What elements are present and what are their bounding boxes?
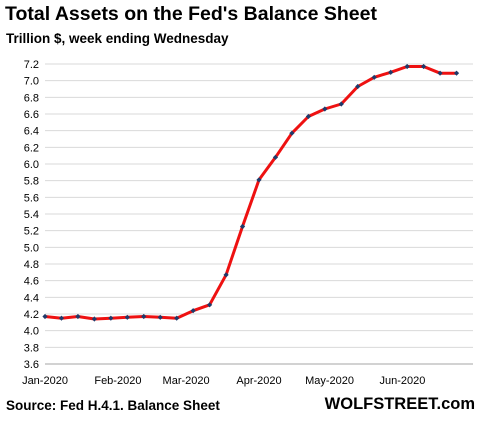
chart-title: Total Assets on the Fed's Balance Sheet	[5, 3, 377, 25]
y-tick-label: 4.2	[24, 309, 39, 321]
y-tick-label: 5.0	[24, 242, 39, 254]
y-tick-label: 4.0	[24, 326, 39, 338]
y-axis-ticks: 3.6 3.8 4.0 4.2 4.4 4.6 4.8 5.0 5.2 5.4 5.6 5.8 6.0 6…	[24, 59, 39, 371]
y-tick-label: 5.2	[24, 226, 39, 238]
data-point	[141, 313, 147, 320]
series-line	[44, 65, 457, 321]
y-tick-label: 6.4	[24, 126, 39, 138]
y-tick-label: 7.0	[24, 76, 39, 88]
x-tick-label: May-2020	[305, 375, 354, 387]
data-point	[371, 74, 377, 80]
data-point	[355, 83, 361, 90]
y-tick-label: 4.8	[24, 259, 39, 271]
data-point	[58, 315, 65, 321]
y-tick-label: 6.0	[24, 159, 39, 171]
data-point	[239, 223, 246, 230]
data-point	[437, 70, 443, 76]
data-point	[322, 106, 328, 112]
x-tick-label: Jan-2020	[22, 375, 68, 387]
y-tick-label: 4.4	[24, 292, 39, 304]
data-point	[453, 70, 460, 76]
data-point	[338, 101, 344, 107]
y-tick-label: 5.6	[24, 192, 39, 204]
y-tick-label: 6.2	[24, 142, 39, 154]
data-point	[421, 63, 427, 70]
data-point	[272, 154, 279, 160]
brand-logo: WOLFSTREET.com	[324, 395, 475, 413]
data-point	[42, 313, 48, 320]
x-axis-ticks: Jan-2020 Feb-2020 Mar-2020 Apr-2020 May-2020…	[22, 375, 425, 387]
x-tick-label: Feb-2020	[94, 375, 141, 387]
x-tick-label: Apr-2020	[236, 375, 281, 387]
x-tick-label: Jun-2020	[380, 375, 426, 387]
y-tick-label: 6.6	[24, 109, 39, 121]
data-point	[289, 130, 295, 136]
data-point	[256, 177, 262, 183]
data-point	[190, 308, 196, 314]
y-tick-label: 5.8	[24, 176, 39, 188]
y-tick-label: 6.8	[24, 92, 39, 104]
data-point	[305, 113, 311, 120]
data-point	[388, 69, 394, 75]
data-point	[124, 314, 130, 320]
data-point	[174, 315, 180, 321]
y-tick-label: 3.8	[24, 342, 39, 354]
data-point	[91, 316, 97, 322]
y-tick-label: 5.4	[24, 209, 39, 221]
data-point	[404, 63, 410, 70]
series-markers	[42, 63, 460, 322]
y-tick-label: 3.6	[24, 359, 39, 371]
y-tick-label: 4.6	[24, 276, 39, 288]
data-point	[108, 315, 114, 321]
data-point	[75, 313, 81, 320]
data-point	[223, 272, 229, 278]
data-point	[207, 302, 213, 308]
chart-subtitle: Trillion $, week ending Wednesday	[6, 31, 229, 46]
source-note: Source: Fed H.4.1. Balance Sheet	[6, 398, 220, 413]
data-point	[157, 314, 163, 320]
y-tick-label: 7.2	[24, 59, 39, 71]
x-tick-label: Mar-2020	[163, 375, 210, 387]
grid-lines	[45, 63, 473, 348]
